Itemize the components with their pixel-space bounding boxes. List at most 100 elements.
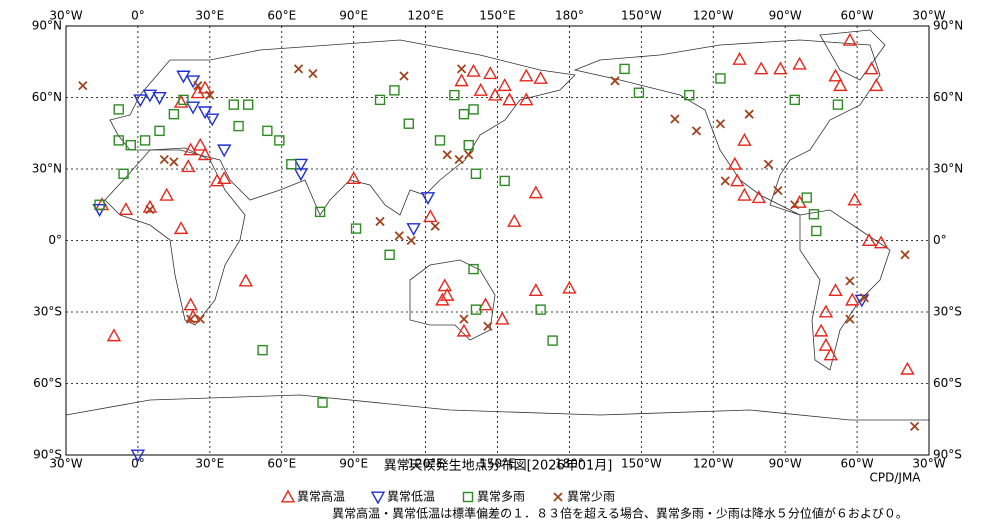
- x-tick-label-top: 30°W: [49, 9, 82, 23]
- marker: [801, 192, 812, 203]
- legend-label: 異常少雨: [567, 490, 615, 504]
- x-tick-label-bottom: 0°: [131, 457, 145, 471]
- marker: [384, 249, 395, 261]
- marker: [478, 297, 493, 311]
- marker: [495, 311, 510, 325]
- marker: [833, 78, 848, 92]
- marker: [154, 125, 165, 137]
- marker: [619, 63, 630, 75]
- marker: [789, 94, 800, 106]
- marker: [459, 314, 469, 324]
- marker: [389, 85, 400, 96]
- x-tick-label-bottom: 30°W: [49, 457, 82, 471]
- marker: [610, 76, 620, 86]
- marker: [456, 323, 472, 337]
- marker: [773, 185, 783, 196]
- marker: [823, 347, 838, 361]
- marker: [183, 142, 198, 156]
- marker: [535, 304, 546, 315]
- marker: [257, 344, 268, 356]
- source-label: CPD/JMA: [870, 471, 922, 485]
- marker: [818, 304, 834, 318]
- marker: [317, 397, 328, 408]
- y-tick-label-left: 60°N: [32, 90, 62, 104]
- marker: [145, 204, 155, 215]
- x-tick-label-bottom: 150°E: [479, 457, 516, 471]
- marker: [181, 159, 196, 173]
- marker: [468, 263, 479, 275]
- marker: [274, 135, 285, 146]
- coastlines: [65, 29, 929, 421]
- marker: [470, 168, 482, 179]
- marker: [773, 61, 788, 75]
- marker: [864, 61, 879, 75]
- marker: [464, 150, 474, 160]
- marker: [861, 233, 877, 246]
- marker: [458, 108, 470, 120]
- marker: [528, 283, 544, 297]
- marker: [423, 209, 438, 223]
- legend-label: 異常低温: [387, 490, 435, 504]
- marker: [730, 173, 745, 187]
- marker: [195, 314, 205, 324]
- marker: [217, 171, 232, 185]
- marker: [159, 187, 174, 201]
- x-tick-label-bottom: 180°: [555, 457, 584, 471]
- marker: [286, 159, 297, 170]
- marker: [763, 159, 774, 169]
- x-tick-label-top: 120°W: [693, 9, 734, 23]
- marker: [350, 223, 362, 234]
- x-tick-label-bottom: 150°W: [621, 457, 662, 471]
- marker: [790, 200, 800, 210]
- marker: [262, 125, 273, 137]
- marker: [399, 71, 409, 81]
- marker: [519, 92, 534, 106]
- marker: [106, 328, 122, 342]
- marker: [437, 278, 452, 292]
- marker: [193, 80, 203, 91]
- marker: [346, 171, 361, 185]
- marker: [507, 213, 522, 227]
- marker: [873, 235, 889, 249]
- marker: [519, 68, 534, 82]
- marker: [528, 185, 544, 199]
- marker: [449, 89, 460, 101]
- marker: [238, 273, 253, 287]
- marker: [374, 94, 386, 106]
- x-tick-label-bottom: 120°E: [407, 457, 444, 471]
- marker: [751, 190, 766, 204]
- marker: [869, 78, 884, 92]
- marker: [186, 314, 196, 324]
- x-tick-label-top: 30°E: [195, 9, 224, 23]
- marker: [900, 361, 915, 375]
- marker: [178, 94, 189, 106]
- marker: [900, 250, 910, 260]
- chart-title: 異常天候発生地点分布図[2026年01月]: [384, 459, 613, 474]
- x-tick-label-top: 150°E: [479, 9, 516, 23]
- marker: [142, 89, 158, 103]
- marker: [456, 64, 467, 74]
- marker: [152, 92, 167, 105]
- x-tick-label-bottom: 60°W: [841, 457, 874, 471]
- marker: [92, 204, 107, 217]
- marker: [139, 135, 151, 146]
- marker: [78, 80, 88, 91]
- marker: [737, 132, 752, 146]
- x-tick-label-bottom: 120°W: [693, 457, 734, 471]
- x-tick-label-top: 180°: [555, 9, 584, 23]
- marker: [832, 99, 844, 110]
- marker: [308, 69, 318, 79]
- marker: [845, 292, 860, 306]
- legend-symbol: [370, 491, 386, 505]
- marker: [314, 206, 326, 218]
- marker: [185, 101, 201, 115]
- x-tick-label-top: 90°E: [339, 9, 368, 23]
- y-tick-label-left: 90°N: [32, 19, 62, 33]
- marker: [808, 209, 820, 220]
- legend-label: 異常多雨: [477, 490, 525, 504]
- marker: [670, 114, 680, 124]
- y-tick-label-right: 30°S: [933, 305, 962, 319]
- marker: [406, 235, 416, 246]
- marker: [420, 192, 436, 206]
- marker: [483, 321, 493, 331]
